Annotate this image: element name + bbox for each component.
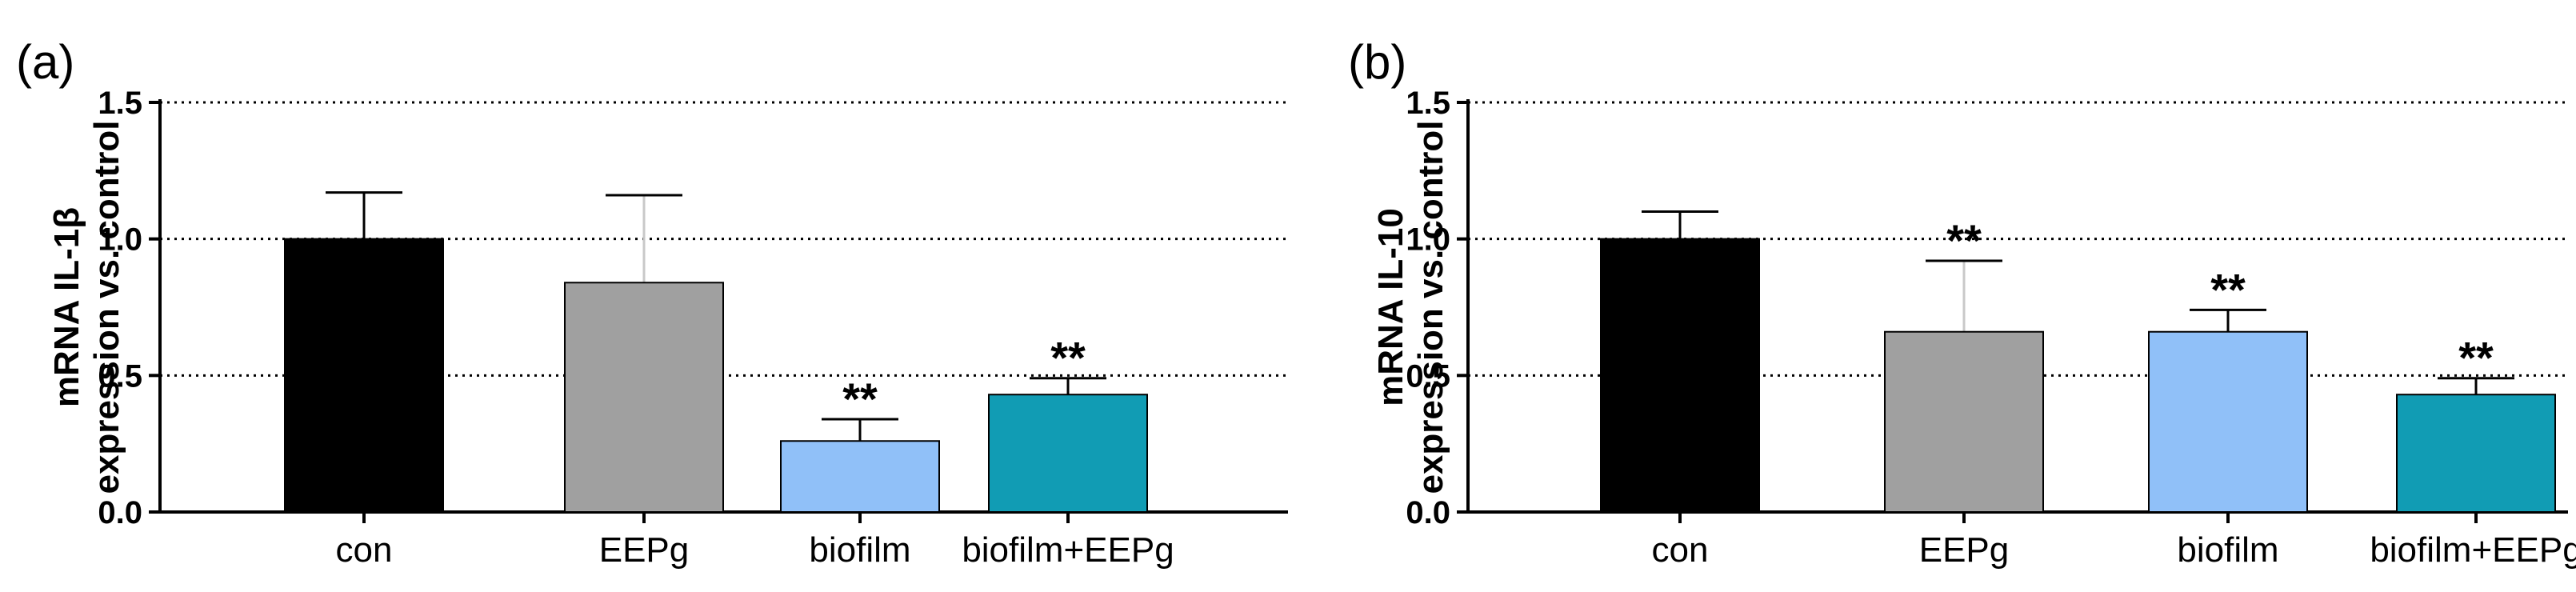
y-tick-label: 1.0 <box>98 222 142 258</box>
y-axis-label-line: mRNA IL-10 <box>1371 208 1410 406</box>
x-tick-label: biofilm <box>809 530 910 570</box>
significance-marker: ** <box>2458 333 2494 383</box>
x-tick-label: biofilm <box>2177 530 2278 570</box>
bar <box>564 282 724 513</box>
bar <box>2396 394 2556 513</box>
y-axis-label-line: expression vs. control <box>87 120 126 494</box>
significance-marker: ** <box>1050 333 1086 383</box>
panel-label: (b) <box>1348 35 1406 89</box>
x-tick-label: biofilm+EEPg <box>962 530 1174 570</box>
significance-marker: ** <box>842 374 878 424</box>
bar <box>988 394 1148 513</box>
y-tick-label: 0.5 <box>1406 358 1450 394</box>
y-axis-label-line: expression vs. control <box>1411 120 1450 494</box>
y-tick-label: 0.0 <box>98 495 142 530</box>
x-tick-label: EEPg <box>599 530 690 570</box>
y-tick-label: 1.0 <box>1406 222 1450 258</box>
x-tick-label: con <box>336 530 393 570</box>
bar <box>780 440 940 514</box>
x-tick-label: con <box>1652 530 1709 570</box>
y-tick-label: 0.5 <box>98 358 142 394</box>
significance-marker: ** <box>2210 264 2246 314</box>
y-tick-label: 0.0 <box>1406 495 1450 530</box>
bar <box>1600 238 1760 513</box>
y-tick-label: 1.5 <box>1406 86 1450 121</box>
bar <box>2148 330 2308 513</box>
significance-marker: ** <box>1946 215 1982 266</box>
y-axis-label-line: mRNA IL-1β <box>47 207 86 407</box>
x-tick-label: EEPg <box>1919 530 2010 570</box>
bar <box>1884 330 2044 513</box>
y-tick-label: 1.5 <box>98 86 142 121</box>
x-tick-label: biofilm+EEPg <box>2370 530 2576 570</box>
panel-label: (a) <box>16 35 74 89</box>
bar <box>284 238 444 513</box>
